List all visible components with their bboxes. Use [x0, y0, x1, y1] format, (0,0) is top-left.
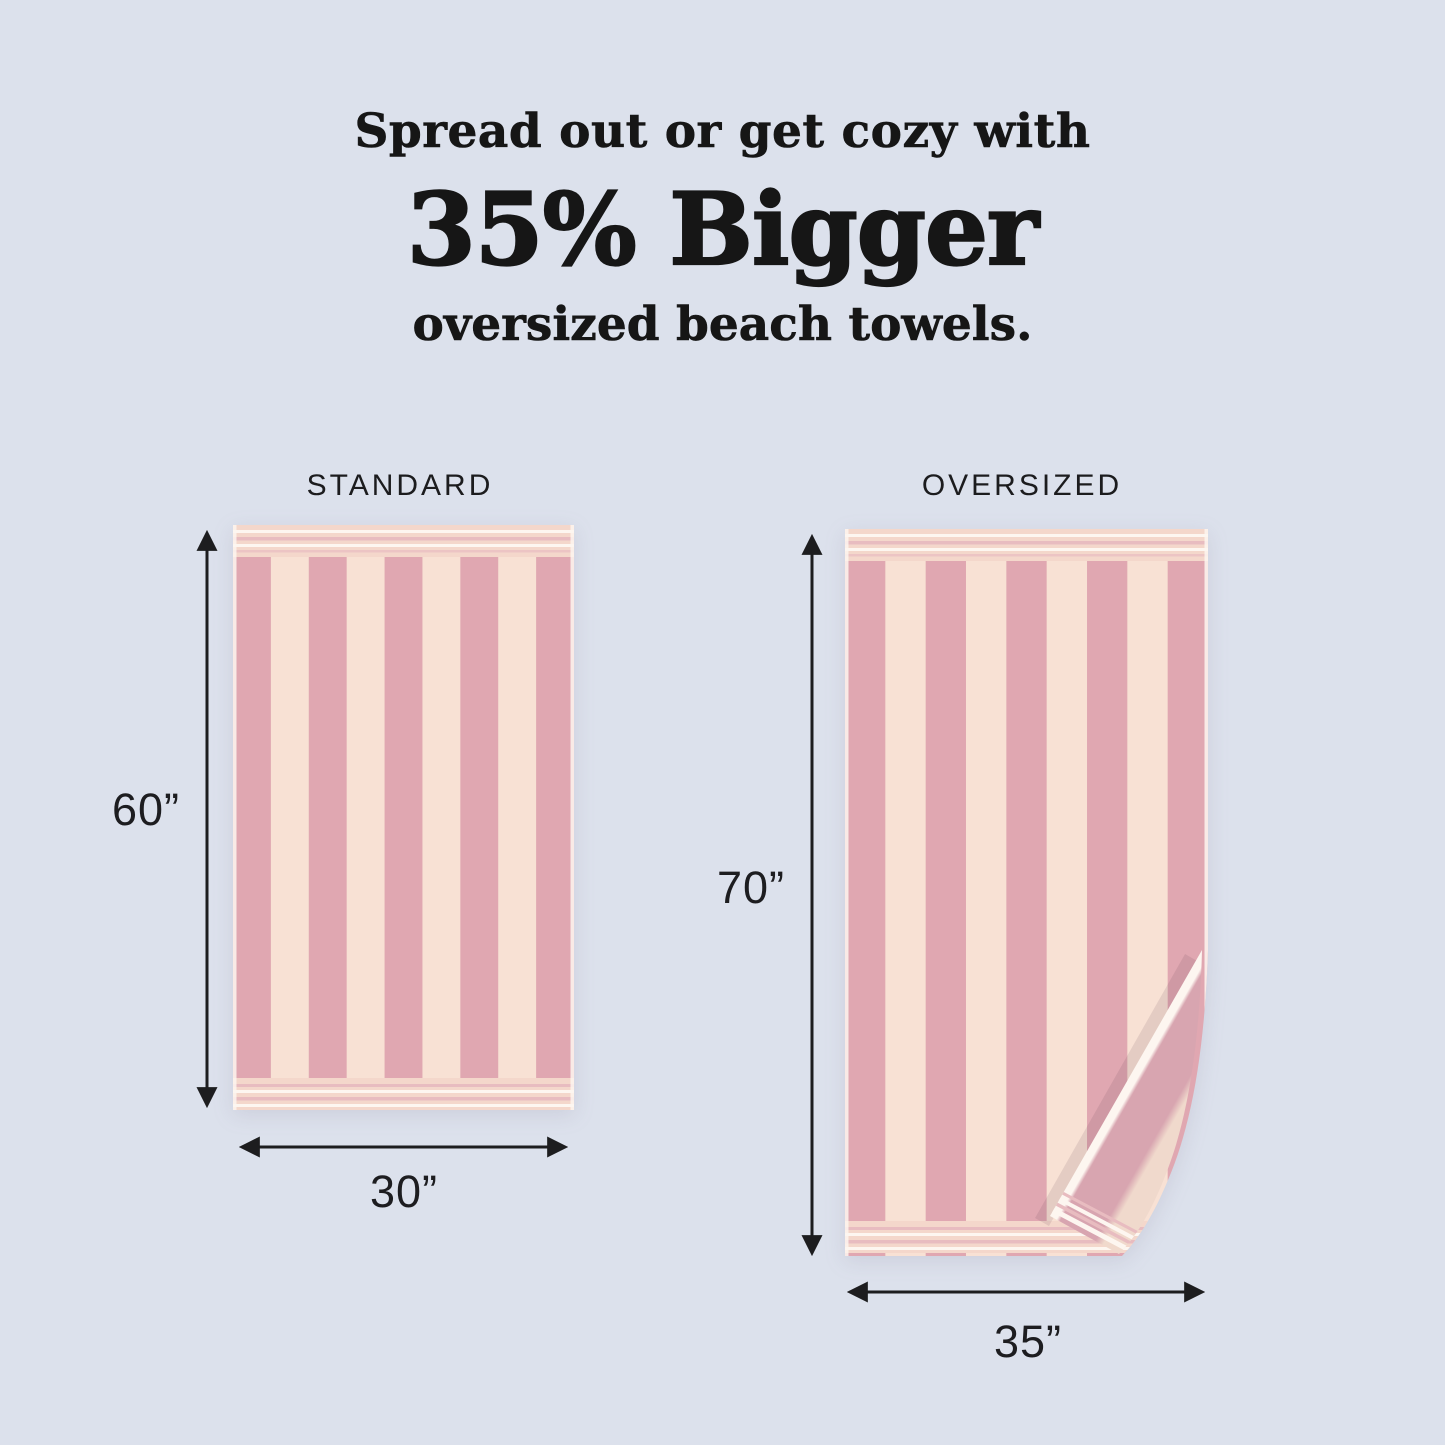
- oversized-towel-top-band: [845, 529, 1208, 561]
- standard-towel-bottom-band: [233, 1078, 574, 1110]
- standard-width-label: 30”: [369, 1166, 439, 1217]
- standard-towel-top-band: [233, 525, 574, 557]
- oversized-towel-bottom-band: [845, 1221, 1208, 1253]
- oversized-height-label: 70”: [716, 862, 786, 913]
- headline-line2: 35% Bigger: [406, 172, 1040, 289]
- folded-corner-face: [1050, 950, 1202, 1254]
- standard-column-label: STANDARD: [306, 469, 494, 502]
- standard-towel-stripes: [233, 525, 574, 1110]
- fold-shadow: [1035, 954, 1199, 1226]
- oversized-column-label: OVERSIZED: [921, 469, 1123, 502]
- headline-line3: oversized beach towels.: [412, 297, 1033, 353]
- standard-height-label: 60”: [111, 784, 181, 835]
- standard-towel-graphic: [233, 525, 574, 1110]
- folded-corner-end-band: [1050, 1186, 1143, 1254]
- oversized-towel-graphic: [845, 529, 1208, 1256]
- headline-line1: Spread out or get cozy with: [354, 104, 1091, 160]
- oversized-width-label: 35”: [993, 1316, 1063, 1367]
- oversized-towel-folded-corner: [1050, 950, 1202, 1254]
- headline: Spread out or get cozy with 35% Bigger o…: [0, 104, 1445, 354]
